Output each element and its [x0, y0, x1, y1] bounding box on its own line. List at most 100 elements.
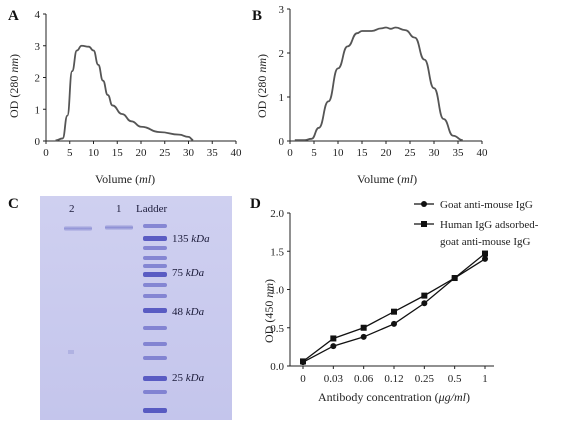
- panel-d-x-tick-label: 0.06: [354, 373, 374, 385]
- panel-d-x-tick-label: 1: [482, 373, 488, 385]
- panel-b-y-tick-label: 1: [279, 92, 285, 104]
- panel-d-y-tick-label: 1.5: [270, 246, 284, 258]
- panel-b-plot: 0 5 10 15 20 25 30 35 40 0 1 2 3: [279, 4, 489, 159]
- ladder-band: [143, 342, 167, 346]
- panel-a-y-tick-label: 1: [35, 104, 41, 116]
- marker-label-48: 48 kDa: [172, 306, 205, 318]
- panel-d-x-tick-label: 0.03: [324, 373, 344, 385]
- panel-d-x-tick-label: 0.12: [384, 373, 403, 385]
- panel-b-x-tick-label: 30: [429, 147, 441, 159]
- ladder-band: [143, 308, 167, 313]
- panel-d-point-square: [360, 324, 367, 331]
- panel-a-x-tick-label: 40: [231, 147, 243, 159]
- ladder-band: [143, 390, 167, 394]
- legend-marker-square: [421, 221, 427, 227]
- panel-a-x-tick-label: 0: [43, 147, 49, 159]
- ladder-lane: [143, 224, 167, 413]
- panel-a: A 0 5 10 15 20 25 30 35 40 0 1 2 3 4 Volume (ml) OD (…: [7, 8, 242, 186]
- panel-b-y-tick-label: 0: [279, 136, 285, 148]
- panel-a-ylabel: OD (280 nm): [7, 54, 21, 118]
- marker-label-25: 25 kDa: [172, 372, 205, 384]
- panel-d-plot: 0 0.03 0.06 0.12 0.25 0.5 1 0.0 0.5 1.0 1.5 2.0: [270, 208, 494, 385]
- panel-d-point-circle: [482, 255, 488, 262]
- panel-a-series-line: [55, 44, 194, 142]
- panel-d-series-line: [302, 253, 486, 362]
- panel-a-x-tick-label: 15: [112, 147, 124, 159]
- panel-a-plot: 0 5 10 15 20 25 30 35 40 0 1 2 3 4: [35, 9, 243, 159]
- panel-d-x-tick-label: 0.25: [415, 373, 435, 385]
- legend: Goat anti-mouse IgG Human IgG adsorbed- …: [414, 199, 539, 248]
- ladder-band: [143, 356, 167, 360]
- gel-background: [40, 196, 232, 420]
- panel-d-point-square: [391, 308, 397, 315]
- lane-1-band: [105, 225, 133, 230]
- panel-label-a: A: [8, 8, 19, 24]
- panel-a-xlabel: Volume (ml): [95, 172, 155, 186]
- panel-b-x-tick-label: 0: [287, 147, 293, 159]
- panel-a-x-tick-label: 20: [136, 147, 148, 159]
- panel-b-y-tick-label: 2: [279, 48, 285, 60]
- legend-label-goat: Goat anti-mouse IgG: [440, 199, 533, 211]
- panel-b-y-tick-label: 3: [279, 4, 285, 16]
- panel-d-y-tick-label: 0.5: [270, 323, 284, 335]
- panel-d-xlabel: Antibody concentration (μg/ml): [318, 390, 470, 404]
- ladder-band: [143, 376, 167, 381]
- panel-b-ylabel: OD (280 nm): [255, 54, 269, 118]
- legend-label-human-2: goat anti-mouse IgG: [440, 236, 530, 248]
- ladder-band: [143, 272, 167, 277]
- lane-label-1: 1: [116, 203, 122, 215]
- panel-d-point-square: [451, 275, 458, 282]
- ladder-band: [143, 224, 167, 228]
- ladder-band: [143, 408, 167, 413]
- panel-b: B 0 5 10 15 20 25 30 35 40 0 1 2 3 Volume (ml) OD (2…: [252, 4, 488, 186]
- panel-a-x-tick-label: 10: [88, 147, 100, 159]
- panel-label-c: C: [8, 196, 19, 212]
- panel-b-x-tick-label: 25: [405, 147, 417, 159]
- panel-label-b: B: [252, 8, 262, 24]
- ladder-band: [143, 294, 167, 298]
- ladder-band: [143, 246, 167, 250]
- panel-a-x-tick-label: 5: [67, 147, 73, 159]
- panel-a-x-tick-label: 35: [207, 147, 219, 159]
- ladder-band: [143, 283, 167, 287]
- panel-d-point-circle: [360, 333, 367, 340]
- panel-a-y-tick-label: 3: [35, 41, 41, 53]
- panel-b-x-tick-label: 20: [381, 147, 393, 159]
- panel-d-point-square: [300, 358, 306, 365]
- panel-a-y-tick-label: 0: [35, 136, 41, 148]
- panel-d-point-circle: [330, 343, 337, 350]
- ladder-band: [143, 236, 167, 241]
- panel-d-point-square: [330, 335, 337, 342]
- panel-b-x-tick-label: 15: [357, 147, 369, 159]
- panel-d-x-tick-label: 0: [300, 373, 306, 385]
- panel-d-y-tick-label: 0.0: [270, 361, 284, 373]
- marker-label-75: 75 kDa: [172, 267, 205, 279]
- panel-b-xlabel: Volume (ml): [357, 172, 417, 186]
- panel-a-x-tick-label: 25: [159, 147, 171, 159]
- gel-speck: [68, 350, 74, 354]
- panel-b-x-tick-label: 35: [453, 147, 465, 159]
- panel-a-y-tick-label: 4: [35, 9, 41, 21]
- legend-marker-circle: [421, 201, 427, 207]
- lane-label-ladder: Ladder: [136, 203, 167, 215]
- panel-d-point-circle: [391, 320, 397, 327]
- panel-b-x-tick-label: 5: [311, 147, 317, 159]
- panel-a-x-tick-label: 30: [183, 147, 195, 159]
- panel-c: C 2 1 Ladder 135 kDa 75 kDa 48 kDa 25 kD…: [8, 196, 232, 420]
- panel-d-y-tick-label: 2.0: [270, 208, 284, 220]
- ladder-band: [143, 256, 167, 260]
- panel-label-d: D: [250, 196, 261, 212]
- panel-d-x-tick-label: 0.5: [448, 373, 462, 385]
- panel-b-x-tick-label: 10: [333, 147, 345, 159]
- panel-b-x-tick-label: 40: [477, 147, 489, 159]
- lane-label-2: 2: [69, 203, 75, 215]
- marker-label-135: 135 kDa: [172, 233, 210, 245]
- panel-b-series-line: [294, 26, 463, 142]
- panel-d-point-square: [482, 250, 488, 257]
- lane-2-band: [64, 226, 92, 231]
- panel-a-y-tick-label: 2: [35, 73, 41, 85]
- ladder-band: [143, 264, 167, 268]
- panel-d-ylabel: OD (450 nm): [262, 279, 276, 343]
- panel-d-point-square: [421, 292, 428, 299]
